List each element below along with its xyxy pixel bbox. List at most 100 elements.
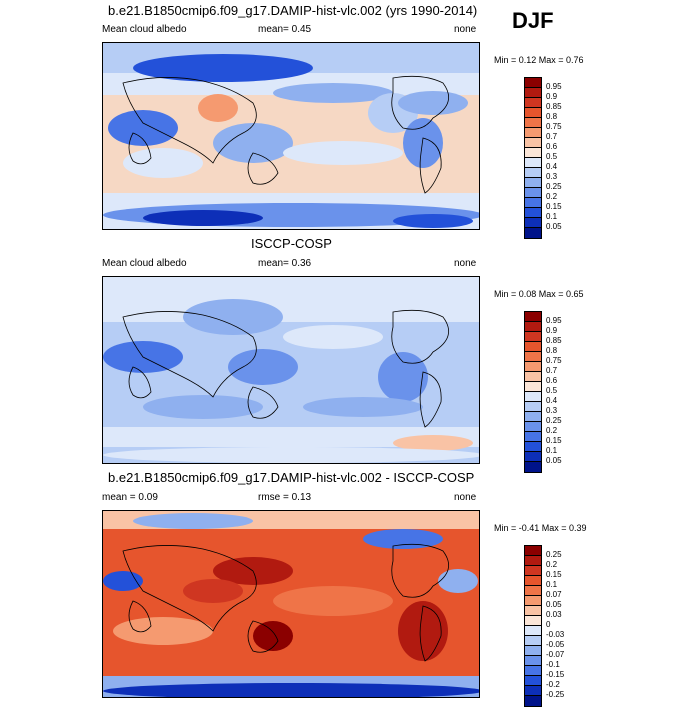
colorbar-label: 0.05: [546, 456, 562, 465]
panel2-colorbar: [524, 311, 542, 473]
colorbar-label: 0.2: [546, 560, 558, 569]
colorbar-cell: [525, 656, 541, 666]
colorbar-cell: [525, 88, 541, 98]
colorbar-label: -0.25: [546, 690, 565, 699]
panel1-map-graphic: [103, 43, 479, 229]
colorbar-cell: [525, 208, 541, 218]
colorbar-cell: [525, 138, 541, 148]
colorbar-cell: [525, 312, 541, 322]
colorbar-label: 0.8: [546, 346, 558, 355]
colorbar-cell: [525, 332, 541, 342]
colorbar-cell: [525, 586, 541, 596]
colorbar-cell: [525, 442, 541, 452]
colorbar-cell: [525, 352, 541, 362]
colorbar-cell: [525, 576, 541, 586]
colorbar-label: 0.4: [546, 396, 558, 405]
colorbar-label: -0.07: [546, 650, 565, 659]
colorbar-label: 0.3: [546, 172, 558, 181]
panel3-colorbar-labels: 0.25 0.2 0.15 0.1 0.07 0.05 0.03 0 -0.03 -0.05 -0.…: [546, 545, 586, 699]
panel1-right-label: none: [454, 24, 477, 35]
colorbar-cell: [525, 432, 541, 442]
colorbar-label: 0.05: [546, 600, 562, 609]
colorbar-cell: [525, 462, 541, 472]
colorbar-cell: [525, 118, 541, 128]
colorbar-cell: [525, 322, 541, 332]
colorbar-label: 0.2: [546, 426, 558, 435]
colorbar-label: -0.2: [546, 680, 560, 689]
colorbar-label: 0.7: [546, 132, 558, 141]
panel3-colorbar: [524, 545, 542, 707]
colorbar-label: 0.1: [546, 580, 558, 589]
colorbar-label: 0.6: [546, 376, 558, 385]
panel2-map-graphic: [103, 277, 479, 463]
colorbar-label: 0.1: [546, 212, 558, 221]
colorbar-cell: [525, 228, 541, 238]
colorbar-label: -0.1: [546, 660, 560, 669]
colorbar-label: 0.1: [546, 446, 558, 455]
colorbar-label: 0.25: [546, 416, 562, 425]
panel3-rmse-label: rmse = 0.13: [258, 492, 312, 503]
colorbar-label: 0.15: [546, 202, 562, 211]
colorbar-cell: [525, 596, 541, 606]
colorbar-label: -0.03: [546, 630, 565, 639]
colorbar-label: 0.05: [546, 222, 562, 231]
panel2-colorbar-labels: 0.95 0.9 0.85 0.8 0.75 0.7 0.6 0.5 0.4 0.3 0.25 0.2…: [546, 311, 586, 465]
colorbar-label: 0.4: [546, 162, 558, 171]
colorbar-label: 0.9: [546, 92, 558, 101]
colorbar-cell: [525, 566, 541, 576]
colorbar-cell: [525, 646, 541, 656]
colorbar-label: 0.8: [546, 112, 558, 121]
colorbar-cell: [525, 78, 541, 88]
colorbar-cell: [525, 696, 541, 706]
colorbar-cell: [525, 626, 541, 636]
colorbar-label: 0.25: [546, 550, 562, 559]
colorbar-cell: [525, 452, 541, 462]
season-label: DJF: [512, 8, 554, 33]
panel2-title: ISCCP-COSP: [251, 236, 332, 251]
colorbar-cell: [525, 606, 541, 616]
panel2-minmax: Min = 0.08 Max = 0.65: [494, 289, 584, 299]
panel2-map: [102, 276, 480, 464]
panel1-mean-label: mean= 0.45: [258, 24, 312, 35]
colorbar-cell: [525, 412, 541, 422]
colorbar-label: 0.2: [546, 192, 558, 201]
colorbar-label: 0.95: [546, 82, 562, 91]
colorbar-cell: [525, 148, 541, 158]
colorbar-label: 0.75: [546, 122, 562, 131]
panel1-title: b.e21.B1850cmip6.f09_g17.DAMIP-hist-vlc.…: [108, 3, 478, 18]
colorbar-label: 0.03: [546, 610, 562, 619]
colorbar-label: 0: [546, 620, 551, 629]
colorbar-cell: [525, 158, 541, 168]
panel1-map: [102, 42, 480, 230]
panel2-mean-label: mean= 0.36: [258, 258, 312, 269]
panel3-mean-label: mean = 0.09: [102, 492, 158, 503]
colorbar-cell: [525, 616, 541, 626]
panel1-left-label: Mean cloud albedo: [102, 24, 187, 35]
colorbar-cell: [525, 372, 541, 382]
colorbar-label: 0.5: [546, 152, 558, 161]
colorbar-label: 0.07: [546, 590, 562, 599]
colorbar-cell: [525, 362, 541, 372]
colorbar-cell: [525, 666, 541, 676]
colorbar-label: -0.15: [546, 670, 565, 679]
panel3-right-label: none: [454, 492, 477, 503]
colorbar-label: 0.7: [546, 366, 558, 375]
colorbar-cell: [525, 108, 541, 118]
panel2-right-label: none: [454, 258, 477, 269]
colorbar-cell: [525, 686, 541, 696]
colorbar-cell: [525, 402, 541, 412]
panel3-map: [102, 510, 480, 698]
colorbar-cell: [525, 168, 541, 178]
colorbar-label: 0.75: [546, 356, 562, 365]
colorbar-label: -0.05: [546, 640, 565, 649]
colorbar-label: 0.6: [546, 142, 558, 151]
colorbar-cell: [525, 422, 541, 432]
colorbar-label: 0.15: [546, 436, 562, 445]
panel1-colorbar: [524, 77, 542, 239]
colorbar-cell: [525, 636, 541, 646]
colorbar-cell: [525, 342, 541, 352]
panel3-minmax: Min = -0.41 Max = 0.39: [494, 523, 587, 533]
colorbar-label: 0.85: [546, 102, 562, 111]
colorbar-cell: [525, 178, 541, 188]
colorbar-label: 0.5: [546, 386, 558, 395]
